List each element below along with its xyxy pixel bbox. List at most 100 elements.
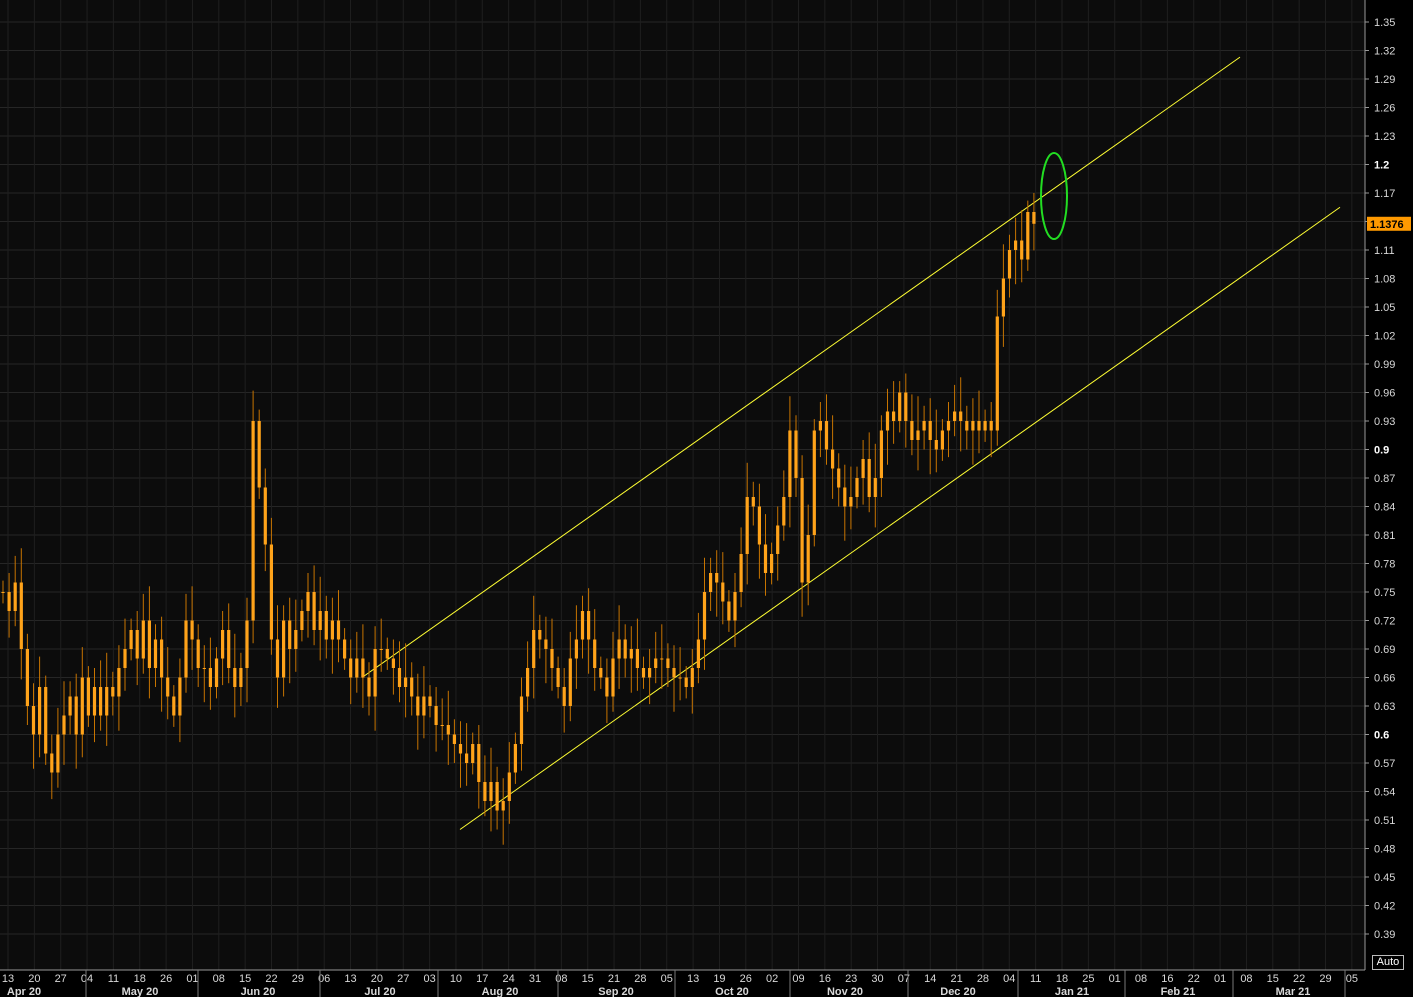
candle-body: [239, 668, 243, 687]
x-tick-label: 28: [977, 973, 989, 985]
y-tick-label: 0.6: [1374, 730, 1389, 742]
candle-body: [519, 696, 524, 744]
candle-body: [556, 668, 560, 687]
x-tick-label: 15: [582, 973, 594, 985]
x-month-label: May 20: [122, 986, 159, 997]
x-tick-label: 11: [1030, 973, 1041, 985]
y-tick-label: 0.78: [1374, 559, 1395, 571]
y-tick-label: 0.66: [1374, 673, 1395, 685]
candle-body: [971, 421, 975, 431]
candle-body: [465, 753, 469, 763]
candle-body: [587, 611, 591, 640]
gridlines: [0, 0, 1365, 970]
candle-body: [361, 658, 365, 678]
candle-body: [898, 392, 902, 421]
x-tick-label: 29: [1319, 973, 1331, 985]
y-tick-label: 1.32: [1374, 46, 1395, 58]
candle-body: [660, 658, 664, 660]
y-tick-label: 0.87: [1374, 473, 1395, 485]
candle-body: [434, 706, 438, 725]
candle-body: [330, 620, 334, 640]
candle-body: [678, 677, 682, 679]
candle-body: [855, 478, 859, 497]
y-tick-label: 0.96: [1374, 388, 1395, 400]
candle-body: [324, 611, 328, 640]
candle-body: [538, 630, 542, 640]
candle-body: [916, 430, 920, 440]
candle-body: [1020, 240, 1024, 260]
candle-body: [166, 677, 170, 697]
x-tick-label: 22: [265, 973, 277, 985]
x-tick-label: 20: [371, 973, 383, 985]
x-tick-label: 08: [1135, 973, 1147, 985]
candle-body: [495, 782, 499, 811]
x-tick-label: 02: [766, 973, 778, 985]
x-tick-label: 08: [213, 973, 225, 985]
x-tick-label: 18: [134, 973, 146, 985]
candle-body: [391, 658, 395, 668]
candle-body: [288, 620, 292, 649]
y-tick-label: 0.84: [1374, 502, 1395, 514]
candle-body: [111, 687, 115, 697]
candle-body: [56, 734, 60, 773]
candle-body: [74, 696, 78, 735]
x-tick-label: 21: [950, 973, 962, 985]
candle-body: [641, 668, 646, 678]
candle-body: [300, 611, 304, 630]
y-tick-label: 0.9: [1374, 445, 1389, 457]
y-tick-label: 0.48: [1374, 844, 1395, 856]
candle-body: [397, 668, 402, 687]
y-tick-label: 0.54: [1374, 787, 1395, 799]
candle-body: [794, 430, 798, 478]
candle-body: [599, 668, 603, 678]
candle-body: [593, 639, 597, 668]
candle-body: [44, 687, 48, 754]
x-tick-label: 26: [740, 973, 752, 985]
x-tick-label: 05: [661, 973, 673, 985]
candle-body: [31, 706, 36, 735]
candle-body: [208, 668, 212, 687]
candle-body: [153, 639, 158, 668]
x-tick-label: 31: [529, 973, 541, 985]
y-tick-label: 1.35: [1374, 17, 1395, 29]
x-tick-label: 14: [924, 973, 936, 985]
y-tick-label: 1.23: [1374, 131, 1395, 143]
y-tick-label: 0.51: [1374, 815, 1395, 827]
x-month-label: Jul 20: [364, 986, 395, 997]
last-value-marker: 1.1376: [1367, 216, 1411, 231]
candle-body: [1001, 278, 1005, 317]
x-tick-label: 28: [634, 973, 646, 985]
candle-body: [733, 592, 737, 621]
y-tick-label: 0.57: [1374, 758, 1395, 770]
candle-body: [410, 677, 414, 697]
auto-scale-button[interactable]: Auto: [1372, 955, 1404, 970]
x-tick-label: 03: [423, 973, 435, 985]
candle-body: [806, 535, 810, 583]
candle-body: [1032, 212, 1036, 224]
candle-body: [574, 639, 578, 659]
candle-body: [654, 658, 658, 668]
x-tick-label: 01: [186, 973, 198, 985]
candle-body: [507, 772, 511, 801]
candle-body: [184, 620, 188, 678]
x-tick-label: 20: [28, 973, 40, 985]
x-tick-label: 18: [1056, 973, 1068, 985]
candle-body: [80, 677, 84, 735]
x-tick-label: 16: [819, 973, 831, 985]
candle-body: [818, 421, 822, 431]
candle-body: [892, 411, 896, 421]
candle-body: [190, 620, 194, 640]
candle-body: [776, 525, 780, 554]
candle-body: [501, 801, 505, 811]
candle-body: [526, 668, 530, 697]
x-month-label: Dec 20: [940, 986, 975, 997]
candle-body: [99, 687, 103, 716]
candle-body: [428, 696, 432, 706]
candle-body: [544, 639, 548, 649]
candle-body: [532, 630, 536, 668]
candle-body: [7, 592, 11, 611]
candle-body: [86, 677, 90, 716]
candle-body: [959, 411, 963, 421]
candle-body: [147, 620, 151, 668]
x-tick-label: 30: [871, 973, 883, 985]
